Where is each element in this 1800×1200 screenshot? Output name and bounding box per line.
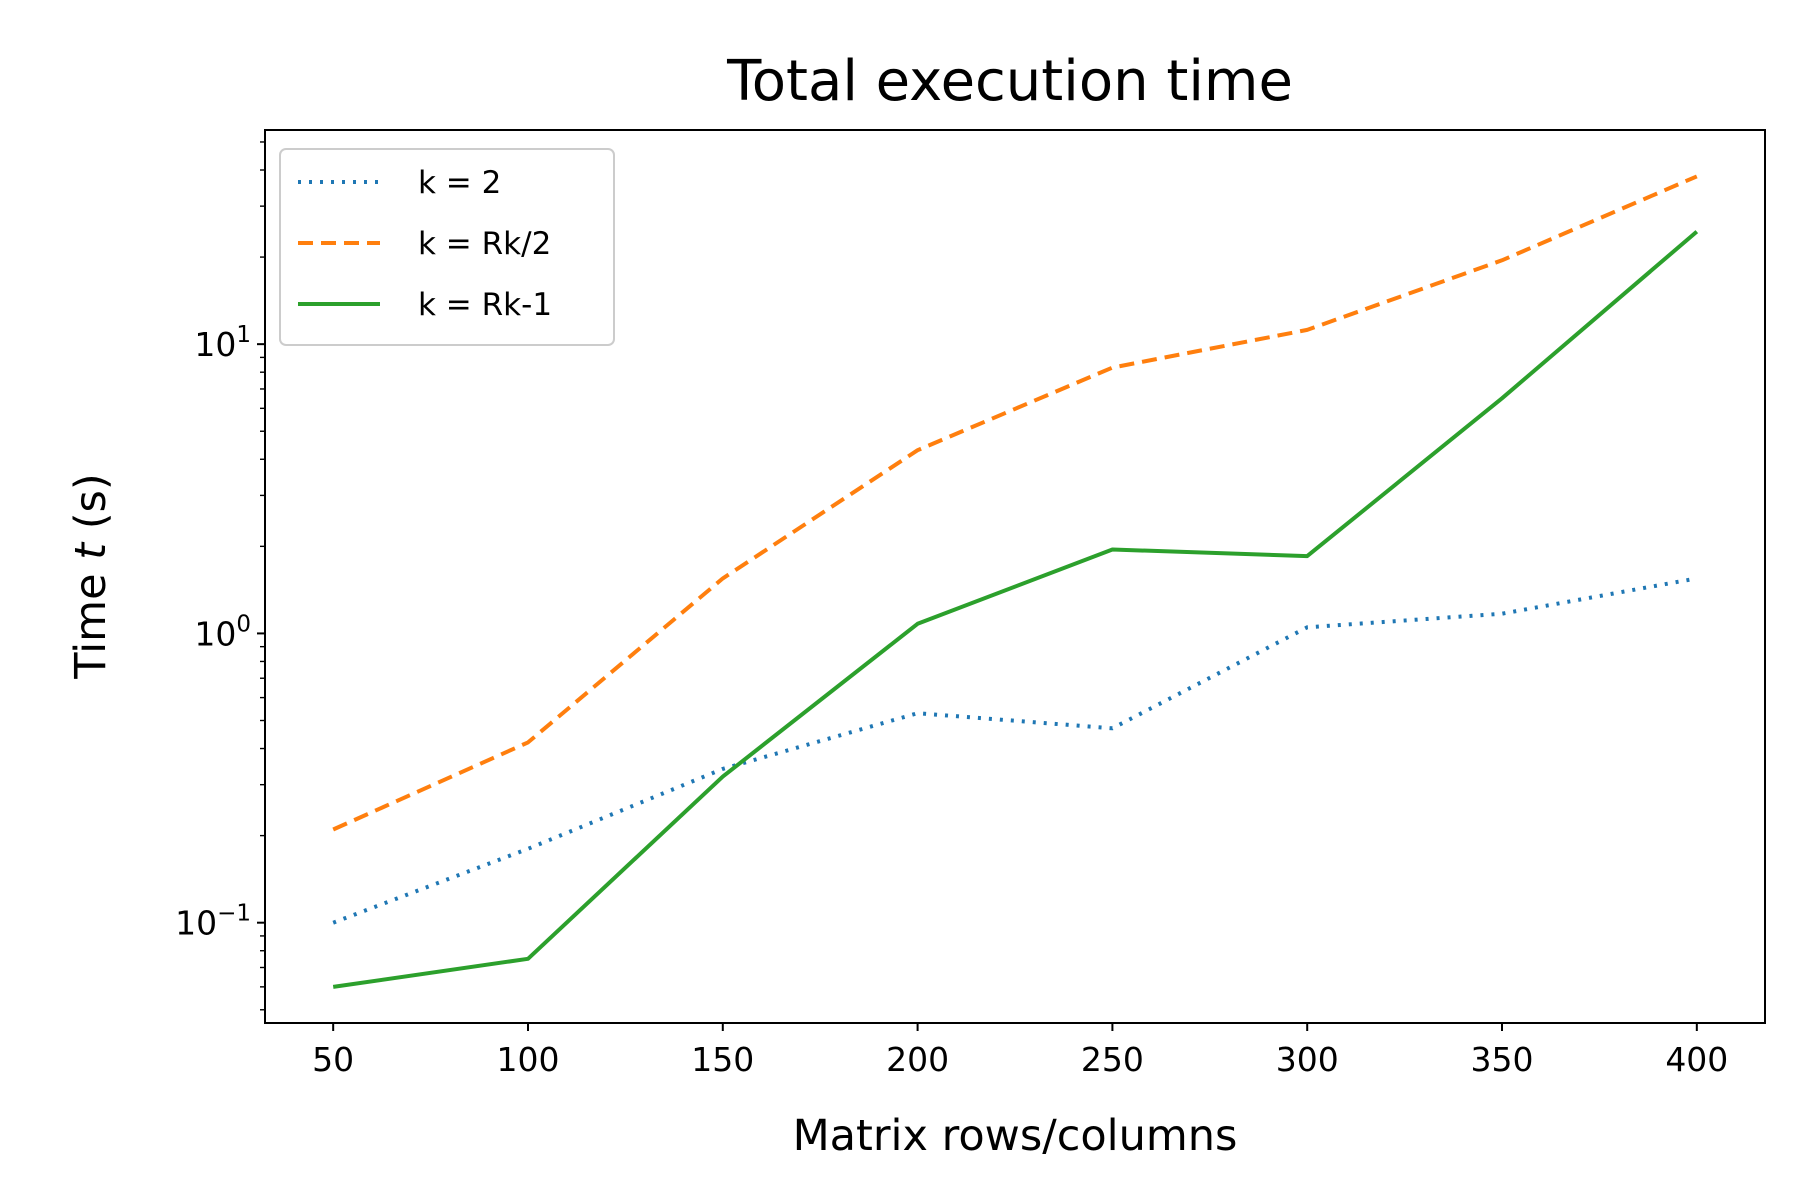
legend-label: k = Rk-1 [418,287,552,323]
series-line [332,230,1699,989]
y-tick-base: 10 [194,325,236,364]
y-tick-exponent: −1 [217,901,251,927]
x-tick-label: 150 [691,1040,754,1079]
x-tick-label: 50 [312,1040,354,1079]
x-tick-label: 200 [886,1040,949,1079]
x-tick-label: 300 [1276,1040,1339,1079]
series-line [332,576,1698,925]
y-axis-label: Time t (s) [66,473,116,679]
chart-title: Total execution time [726,49,1293,114]
x-axis-label: Matrix rows/columns [793,1111,1238,1161]
series-lines [332,174,1699,989]
y-tick-base: 10 [175,904,217,943]
legend-box [279,148,615,346]
x-tick-label: 250 [1081,1040,1144,1079]
plot-area-frame [264,129,1766,1024]
x-tick-label: 350 [1471,1040,1534,1079]
legend: k = 2 k = Rk/2 k = Rk-1 [279,148,615,346]
y-tick-exponent: 1 [236,322,251,348]
legend-label: k = 2 [418,165,501,201]
y-tick-base: 10 [194,614,236,653]
series-line [332,174,1698,832]
y-axis-label-main: Time [66,560,116,680]
y-axis-label-variable: t [66,541,116,560]
x-tick-label: 100 [496,1040,559,1079]
y-tick-exponent: 0 [236,611,251,637]
y-tick-label: 101 [194,322,251,364]
x-axis: 50 100 150 200 250 300 350 400 [312,1023,1728,1079]
y-axis-label-unit: (s) [66,473,116,543]
y-tick-label: 100 [194,611,251,653]
y-tick-label: 10−1 [175,901,251,943]
x-tick-label: 400 [1665,1040,1728,1079]
legend-label: k = Rk/2 [418,226,551,262]
